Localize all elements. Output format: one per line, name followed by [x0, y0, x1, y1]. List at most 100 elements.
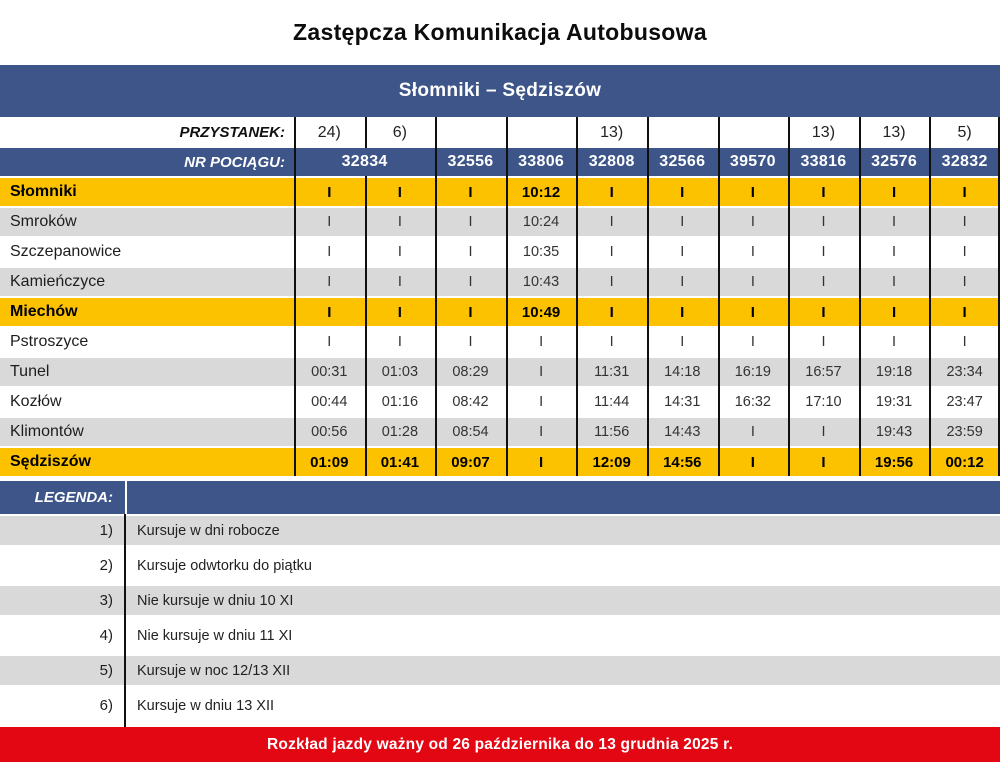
time-cell: I — [538, 453, 544, 471]
station-row: Kozłów 00:44 01:16 08:42 I 11:44 14:31 16:32 17:… — [0, 388, 1000, 416]
footnote-mark-cell — [506, 117, 577, 148]
station-name: Kozłów — [10, 393, 62, 410]
time-cell: I — [680, 274, 685, 290]
time-cell: I — [962, 303, 967, 321]
time-cell: I — [821, 303, 826, 321]
time-cell: I — [821, 214, 826, 230]
time-cell: I — [468, 274, 473, 290]
time-cell: 10:49 — [521, 303, 561, 321]
station-name: Miechów — [10, 303, 78, 320]
legend-item-mark: 4) — [99, 627, 113, 644]
time-cell: I — [892, 244, 897, 260]
legend-header-divider — [125, 481, 127, 514]
time-cell: I — [327, 303, 332, 321]
footnote-mark-cell — [647, 117, 718, 148]
legend-item-text: Kursuje w dniu 13 XII — [137, 697, 275, 714]
time-cell: I — [397, 244, 402, 260]
station-row: Smroków I I I 10:24 I I I I I I — [0, 208, 1000, 236]
legend-item-mark: 1) — [99, 522, 113, 539]
train-number-cell: 39570 — [729, 153, 776, 170]
time-cell: I — [750, 274, 755, 290]
time-cell: 19:18 — [875, 364, 913, 380]
time-cell: 01:09 — [310, 453, 349, 471]
time-cell: I — [327, 183, 332, 201]
legend-item: 4) Nie kursuje w dniu 11 XI — [0, 621, 1000, 650]
time-cell: I — [609, 274, 614, 290]
station-name: Sędziszów — [10, 453, 91, 470]
time-cell: I — [750, 334, 755, 350]
time-cell: I — [539, 394, 544, 410]
time-cell: I — [680, 244, 685, 260]
time-cell: I — [750, 453, 755, 471]
time-cell: I — [750, 244, 755, 260]
time-cell: 11:31 — [594, 364, 630, 380]
train-number-cell: 33806 — [518, 153, 565, 170]
time-cell: 19:56 — [874, 453, 914, 471]
time-cell: I — [892, 214, 897, 230]
route-title: Słomniki – Sędziszów — [398, 80, 602, 101]
time-cell: I — [397, 214, 402, 230]
train-number-cell: 32566 — [659, 153, 706, 170]
time-cell: 12:09 — [592, 453, 631, 471]
station-name: Tunel — [10, 363, 50, 380]
station-row: Słomniki I I I 10:12 I I I I I I — [0, 178, 1000, 206]
train-number-cell: 32556 — [447, 153, 494, 170]
time-cell: 11:44 — [594, 394, 630, 410]
time-cell: I — [821, 244, 826, 260]
legend-header-label: LEGENDA: — [34, 489, 113, 506]
time-cell: I — [539, 364, 544, 380]
footnote-mark-cell: 5) — [957, 123, 972, 141]
time-cell: I — [821, 424, 826, 440]
time-cell: I — [962, 183, 967, 201]
legend-item: 6) Kursuje w dniu 13 XII — [0, 691, 1000, 720]
train-number-cell: 32832 — [941, 153, 988, 170]
station-name: Klimontów — [10, 423, 84, 440]
time-cell: I — [468, 183, 473, 201]
station-row: Kamieńczyce I I I 10:43 I I I I I I — [0, 268, 1000, 296]
time-cell: I — [821, 183, 826, 201]
train-number-cell: 32834 — [341, 153, 388, 170]
time-cell: I — [468, 214, 473, 230]
station-row: Pstroszyce I I I I I I I I I I — [0, 328, 1000, 356]
train-number-cell: 33816 — [800, 153, 847, 170]
time-cell: 19:43 — [875, 424, 913, 440]
time-cell: I — [821, 274, 826, 290]
legend-list: 1) Kursuje w dni robocze 2) Kursuje odwtork… — [0, 514, 1000, 728]
time-cell: I — [327, 274, 332, 290]
time-cell: I — [327, 214, 332, 230]
time-cell: I — [891, 303, 897, 321]
time-cell: I — [539, 424, 544, 440]
time-cell: I — [750, 303, 755, 321]
station-name: Smroków — [10, 213, 77, 230]
legend-item-mark: 3) — [99, 592, 113, 609]
time-cell: I — [468, 244, 473, 260]
legend-item: 3) Nie kursuje w dniu 10 XI — [0, 586, 1000, 615]
station-row: Klimontów 00:56 01:28 08:54 I 11:56 14:43 I I 19:… — [0, 418, 1000, 446]
station-row: Szczepanowice I I I 10:35 I I I I I I — [0, 238, 1000, 266]
legend-item-mark: 6) — [99, 697, 113, 714]
time-cell: I — [397, 183, 402, 201]
time-cell: 10:12 — [521, 183, 561, 201]
time-cell: 10:35 — [522, 244, 560, 260]
time-cell: I — [750, 183, 755, 201]
time-cell: I — [609, 334, 614, 350]
validity-footer: Rozkład jazdy ważny od 26 października d… — [0, 727, 1000, 762]
station-row: Tunel 00:31 01:03 08:29 I 11:31 14:18 16:19 16:5… — [0, 358, 1000, 386]
time-cell: I — [962, 334, 967, 350]
time-cell: 23:59 — [946, 424, 983, 440]
time-cell: 19:31 — [875, 394, 913, 410]
time-cell: I — [680, 214, 685, 230]
time-cell: 16:57 — [805, 364, 842, 380]
time-cell: I — [397, 274, 402, 290]
time-cell: I — [680, 303, 685, 321]
poster-header: Zastępcza Komunikacja Autobusowa — [0, 0, 1000, 65]
time-cell: 00:12 — [945, 453, 984, 471]
time-cell: I — [468, 303, 473, 321]
time-cell: I — [962, 274, 967, 290]
time-cell: 01:03 — [381, 364, 419, 380]
page-title: Zastępcza Komunikacja Autobusowa — [293, 19, 707, 45]
legend-item-mark: 5) — [99, 662, 113, 679]
time-cell: I — [397, 303, 402, 321]
legend-item: 1) Kursuje w dni robocze — [0, 516, 1000, 545]
